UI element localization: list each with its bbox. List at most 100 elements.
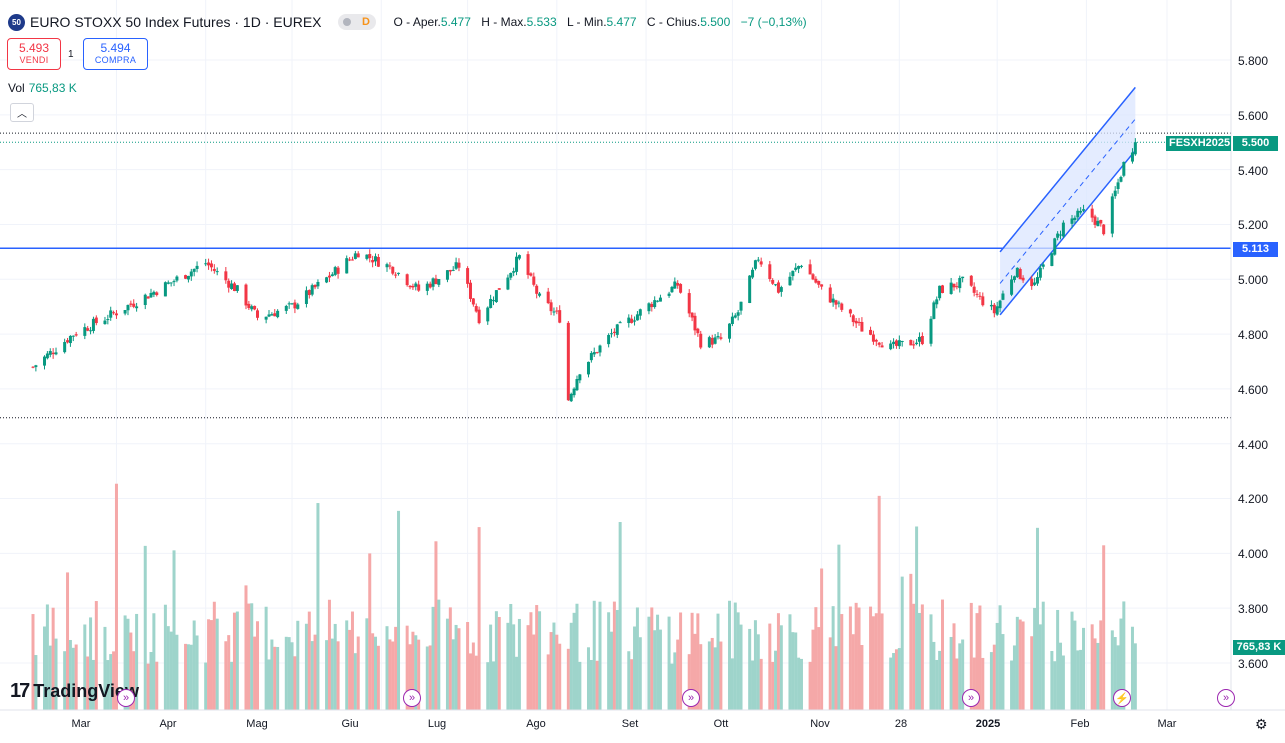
volume-bar [417,639,421,710]
market-status-pill[interactable]: D [337,14,376,30]
volume-bar [938,650,942,710]
volume-bar [1122,601,1126,710]
candle-body [880,345,884,348]
candle-body [650,304,654,308]
candle-body [638,309,642,316]
volume-bar [129,632,133,710]
candle-body [1012,276,1016,281]
candle-body [578,374,582,381]
candle-body [938,285,942,299]
candle-body [371,259,375,263]
event-marker-icon[interactable]: » [682,689,700,707]
candle-body [250,306,254,310]
volume-bar [1133,643,1137,710]
candle-body [1018,269,1022,280]
volume-bar [112,651,116,710]
volume-bar [51,607,55,710]
candle-body [676,283,680,286]
volume-bar [89,617,93,710]
candle-body [673,281,677,289]
volume-bar [189,644,193,710]
volume-bar [34,655,38,710]
volume-bar [66,572,70,710]
candle-body [529,273,533,276]
candle-body [598,345,602,353]
candle-body [149,292,153,298]
volume-bar [109,654,113,710]
volume-bar [517,618,521,710]
volume-bar [710,637,714,710]
candle-body [748,275,752,304]
candle-body [512,271,516,273]
time-tick: Set [621,718,639,730]
candle-body [316,281,320,287]
volume-bar [471,642,475,710]
event-marker-icon[interactable]: » [962,689,980,707]
volume-bar [607,612,611,710]
volume-bar [31,614,35,710]
candle-body [693,315,697,331]
candle-body [1021,277,1025,281]
event-marker-icon[interactable]: » [403,689,421,707]
volume-bar [929,614,933,710]
event-marker-icon[interactable]: » [117,689,135,707]
event-marker-icon[interactable]: » [1217,689,1235,707]
symbol-title[interactable]: EURO STOXX 50 Index Futures · 1D · EUREX [30,14,322,30]
candle-body [163,282,167,297]
volume-bar [394,626,398,710]
dividend-marker-icon[interactable]: ⚡ [1113,689,1131,707]
close-value: 5.500 [700,15,731,29]
tradingview-logo[interactable]: 17 TradingView [10,680,139,703]
buy-label: COMPRA [94,55,137,65]
volume-bar [1082,627,1086,710]
time-tick: Mag [246,718,268,730]
candle-body [728,323,732,339]
candle-body [135,306,139,309]
volume-bar [186,644,190,710]
candle-body [1050,253,1054,266]
candle-body [109,310,113,318]
candle-body [414,283,418,287]
volume-bar [155,661,159,710]
candle-body [869,329,873,335]
candle-body [192,268,196,272]
candle-body [759,261,763,265]
candle-body [333,267,337,275]
sell-button[interactable]: 5.493 VENDI [7,38,61,70]
volume-bar [166,626,170,710]
candle-body [1030,278,1034,287]
buy-button[interactable]: 5.494 COMPRA [83,38,148,70]
candle-body [408,285,412,288]
volume-bar [831,606,835,710]
candle-body [917,336,921,342]
candle-body [448,269,452,272]
candle-body [388,265,392,267]
collapse-legend-button[interactable]: ︿ [10,103,34,122]
volume-bar [296,620,300,710]
volume-bar [693,633,697,710]
volume-bar [230,661,234,710]
volume-bar [356,636,360,710]
volume-bar [1015,616,1019,710]
delayed-data-icon: D [362,16,370,28]
candle-body [1015,267,1019,278]
candle-body [313,284,317,288]
volume-bar [146,663,150,710]
candle-body [535,285,539,294]
candle-body [325,277,329,283]
volume-bar [175,634,179,710]
volume-bar [250,603,254,710]
price-tick: 4.000 [1238,547,1269,561]
candle-body [126,304,130,311]
low-value: 5.477 [606,15,637,29]
volume-bar [94,601,98,710]
candle-body [270,314,274,316]
candle-body [848,309,852,314]
gear-icon[interactable]: ⚙ [1255,716,1268,732]
candle-body [897,340,901,347]
volume-bar [1079,649,1083,710]
candle-body [129,303,133,305]
parallel-channel-drawing[interactable] [999,86,1136,316]
candle-body [635,314,639,321]
